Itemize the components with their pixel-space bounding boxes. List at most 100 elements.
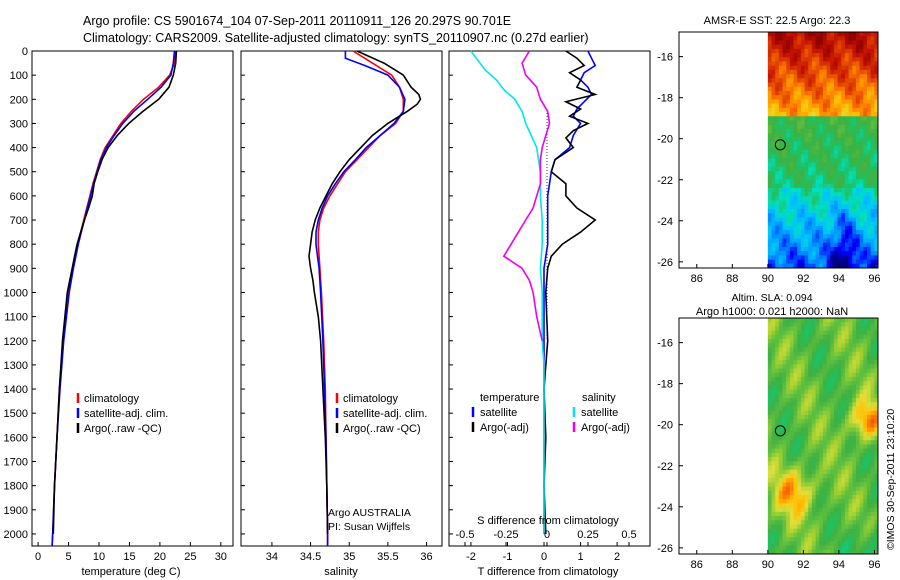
field-cell	[833, 431, 839, 437]
field-cell	[808, 389, 813, 395]
field-cell	[874, 259, 879, 265]
field-cell	[874, 503, 879, 509]
field-cell	[797, 204, 802, 210]
field-cell	[841, 78, 846, 83]
field-cell	[782, 61, 787, 67]
field-cell	[800, 516, 805, 521]
field-cell	[782, 192, 787, 197]
map-y-tick-label: -20	[657, 420, 673, 432]
field-cell	[837, 187, 842, 193]
field-cell	[837, 69, 842, 75]
field-cell	[844, 166, 850, 172]
field-cell	[852, 196, 857, 201]
field-cell	[841, 40, 846, 46]
field-cell	[870, 124, 875, 130]
field-cell	[837, 461, 842, 466]
field-cell	[848, 158, 853, 164]
field-cell	[863, 217, 868, 223]
field-cell	[863, 196, 868, 201]
field-cell	[819, 225, 824, 231]
field-cell	[855, 234, 861, 239]
field-cell	[778, 465, 783, 471]
field-cell	[863, 86, 868, 92]
field-cell	[848, 537, 853, 542]
field-cell	[852, 524, 857, 530]
field-cell	[808, 137, 813, 142]
field-cell	[822, 398, 827, 403]
field-cell	[866, 355, 872, 361]
field-cell	[786, 334, 791, 340]
field-cell	[822, 91, 827, 96]
field-cell	[767, 402, 772, 407]
field-cell	[800, 372, 805, 378]
field-cell	[837, 61, 842, 67]
field-cell	[855, 334, 861, 340]
field-cell	[866, 183, 872, 189]
field-cell	[815, 150, 820, 155]
field-cell	[793, 414, 798, 420]
field-cell	[852, 171, 857, 176]
field-cell	[870, 372, 875, 378]
field-cell	[771, 82, 776, 88]
field-cell	[870, 339, 875, 344]
field-cell	[771, 322, 776, 327]
field-cell	[837, 377, 842, 382]
field-cell	[793, 436, 798, 441]
field-cell	[793, 339, 798, 344]
field-cell	[844, 255, 850, 260]
field-cell	[811, 204, 816, 210]
field-cell	[874, 225, 879, 231]
field-cell	[793, 48, 798, 54]
field-cell	[859, 145, 864, 151]
field-cell	[863, 343, 868, 348]
field-cell	[767, 204, 772, 210]
field-cell	[863, 457, 868, 462]
field-cell	[826, 255, 831, 260]
field-cell	[833, 225, 839, 231]
field-cell	[797, 255, 802, 260]
field-cell	[771, 503, 776, 509]
field-cell	[826, 452, 831, 458]
field-cell	[782, 402, 787, 407]
field-cell	[837, 74, 842, 79]
field-cell	[771, 393, 776, 399]
field-cell	[833, 69, 839, 75]
field-cell	[808, 154, 813, 159]
field-cell	[778, 187, 783, 193]
field-cell	[841, 393, 846, 399]
field-cell	[863, 461, 868, 466]
field-cell	[819, 187, 824, 193]
field-cell	[870, 196, 875, 201]
field-cell	[819, 520, 824, 525]
field-cell	[804, 385, 809, 391]
field-cell	[822, 355, 827, 361]
field-cell	[811, 120, 816, 126]
field-cell	[775, 154, 780, 159]
field-cell	[874, 495, 879, 500]
field-cell	[870, 78, 875, 83]
field-cell	[855, 103, 861, 109]
field-cell	[793, 427, 798, 433]
field-cell	[808, 368, 813, 374]
field-cell	[852, 91, 857, 96]
field-cell	[797, 217, 802, 223]
field-cell	[819, 507, 824, 513]
field-cell	[830, 53, 835, 58]
field-cell	[819, 133, 824, 138]
field-cell	[826, 444, 831, 450]
field-cell	[775, 541, 780, 546]
field-cell	[771, 440, 776, 445]
field-cell	[804, 457, 809, 462]
field-cell	[800, 183, 805, 189]
field-cell	[804, 351, 809, 357]
field-cell	[789, 61, 794, 67]
field-cell	[855, 32, 861, 37]
field-cell	[826, 234, 831, 239]
field-cell	[775, 36, 780, 41]
field-cell	[797, 326, 802, 332]
field-cell	[819, 162, 824, 168]
field-cell	[874, 448, 879, 454]
field-cell	[837, 221, 842, 227]
field-cell	[859, 440, 864, 445]
